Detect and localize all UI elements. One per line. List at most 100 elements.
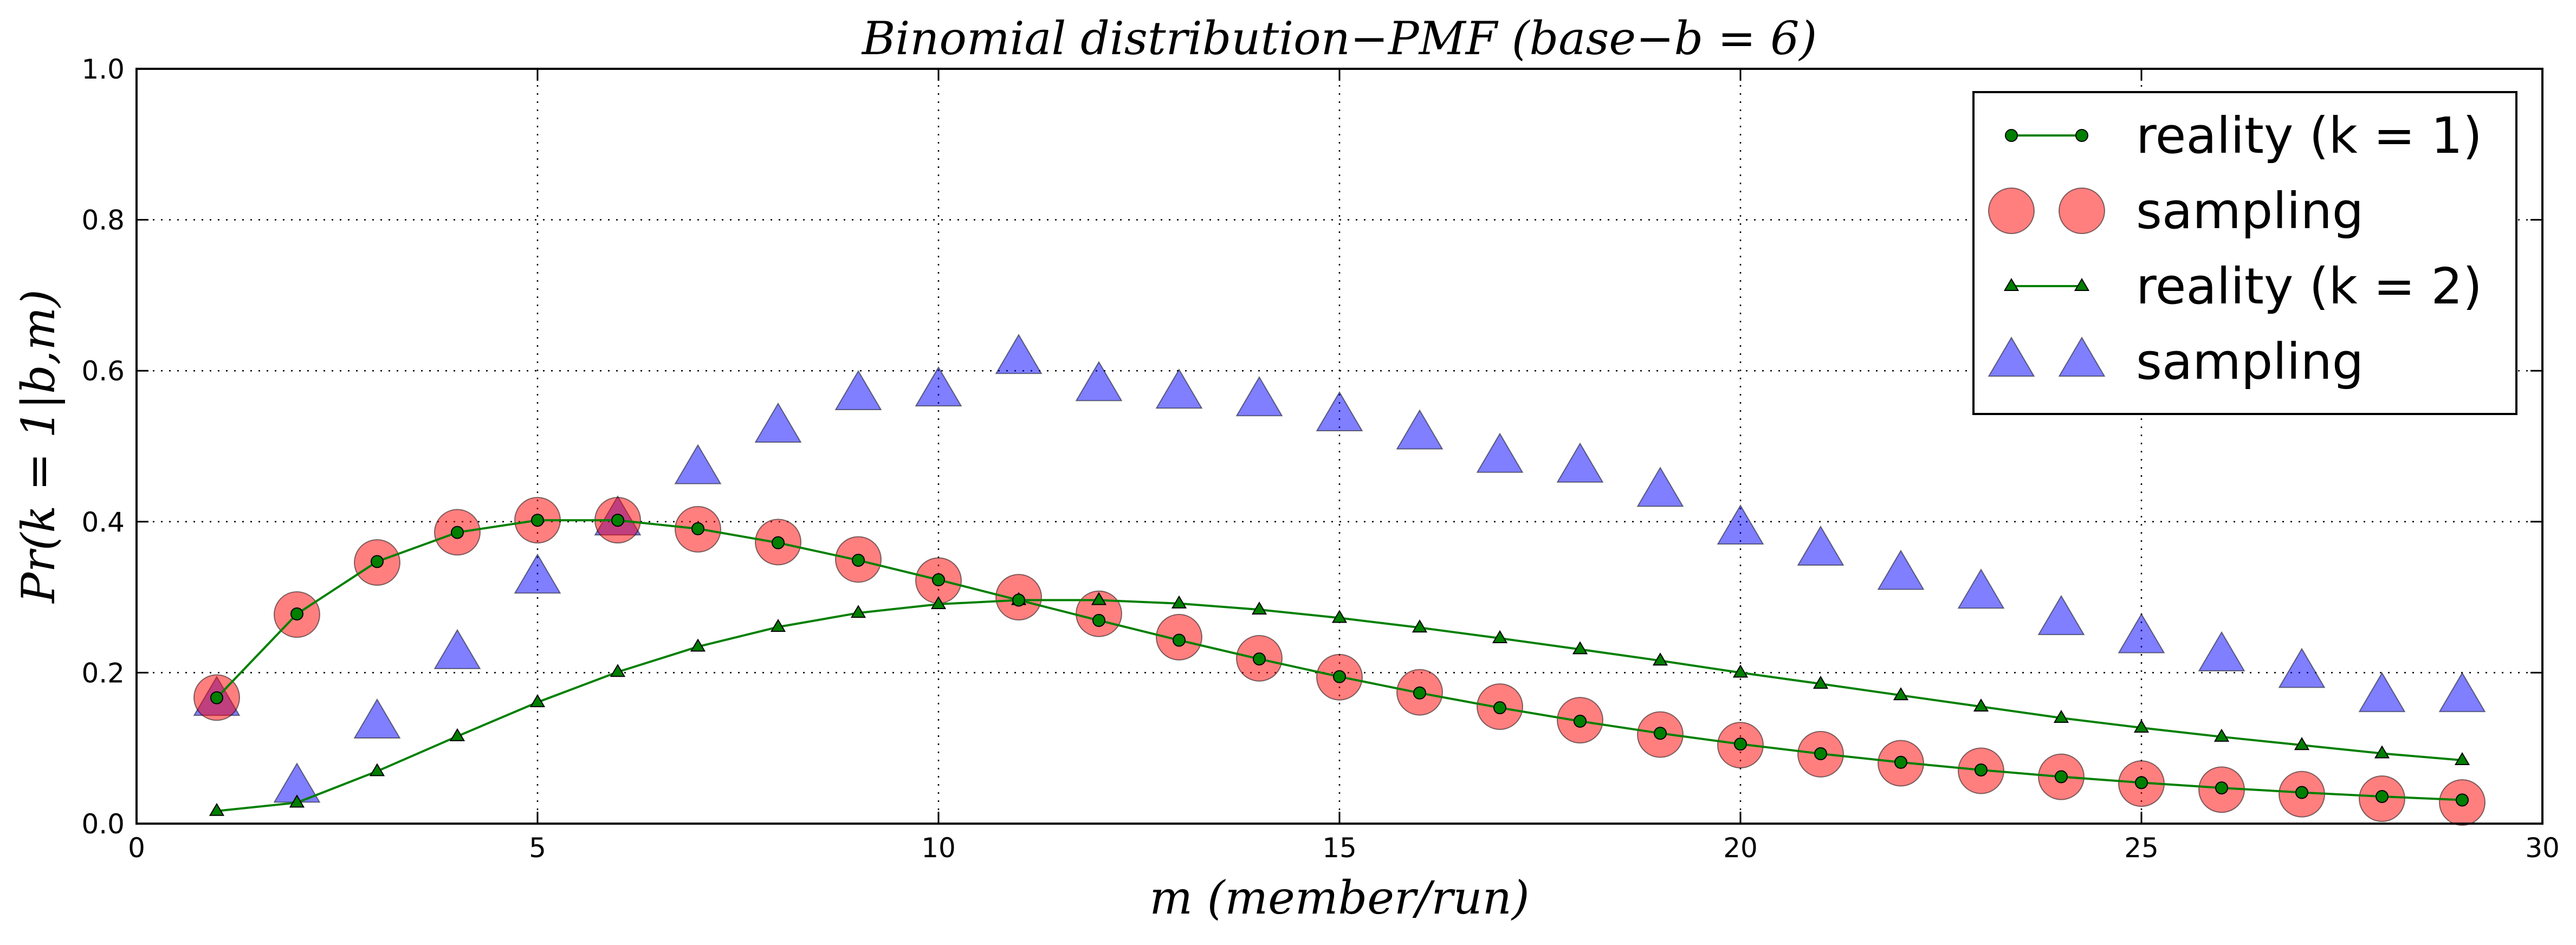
data-point [1894,755,1907,769]
data-point [2135,776,2148,789]
data-point [611,514,624,527]
plot-area [193,333,2486,826]
data-point [531,514,544,527]
data-point [1235,376,1283,417]
data-point [770,619,786,632]
data-point [932,573,945,587]
data-point [1413,686,1426,700]
data-point [2454,752,2470,766]
y-tick-label: 0.6 [81,355,125,387]
data-point [1092,614,1105,627]
data-point [1717,504,1764,545]
data-point [610,664,626,677]
y-tick-label: 0.8 [81,205,125,236]
data-point [1973,698,1989,712]
data-point [1975,763,1988,776]
data-point [2294,737,2310,750]
data-point [1253,652,1266,666]
x-tick-label: 20 [1723,832,1758,864]
x-axis-label: m (member/run) [1149,871,1529,924]
legend-marker [2059,187,2105,234]
data-point [1652,652,1668,666]
data-point [691,522,704,535]
data-point [289,794,305,808]
data-point [2456,793,2469,807]
data-point [1173,633,1186,647]
x-tick-label: 25 [2124,832,2159,864]
legend: reality (k = 1) sampling reality (k = 2) sa… [1972,91,2517,415]
chart-title: Binomial distribution−PMF (base−b = 6) [861,12,1817,65]
data-point [1331,610,1348,623]
data-point [1316,391,1363,432]
data-point [371,555,384,568]
legend-marker [1988,336,2035,377]
data-point [930,596,947,610]
data-point [1251,601,1267,615]
data-point [1813,676,1829,689]
data-point [1654,727,1667,740]
data-point [2438,671,2486,713]
legend-marker [2003,278,2020,292]
data-point [1333,670,1346,683]
data-point [1171,595,1187,609]
x-tick-label: 30 [2525,832,2560,864]
data-point [210,691,223,704]
data-point [690,638,706,652]
data-point [451,526,464,539]
x-tick-label: 0 [128,832,145,864]
data-point [2118,613,2165,653]
y-tick-label: 0.2 [81,657,125,689]
data-point [1734,737,1747,751]
data-point [1396,409,1444,450]
x-tick-label: 5 [529,832,546,864]
ticks: 0 5 10 15 20 25 30 0.0 0.2 0.4 0.6 0.8 1.0 [81,54,2559,864]
data-point [1877,549,1925,590]
data-point [290,607,303,621]
data-point [2295,786,2308,799]
legend-entry: sampling [1988,182,2364,240]
data-point [1572,641,1588,655]
x-tick-label: 15 [1322,832,1357,864]
legend-marker [2075,129,2088,142]
data-point [1957,568,2005,609]
data-point [353,698,401,739]
data-point [1556,442,1604,483]
data-point [1814,747,1827,761]
data-point [1476,432,1524,473]
legend-entry: sampling [1988,333,2364,391]
y-tick-label: 0.4 [81,507,125,538]
data-point [915,366,962,407]
data-point [1091,592,1107,605]
legend-marker [2058,336,2106,377]
y-tick-label: 1.0 [81,54,125,85]
legend-entry: reality (k = 1) [2005,107,2482,165]
data-point [209,802,225,816]
data-point [529,694,546,708]
data-point [2376,789,2389,803]
data-point [2358,671,2406,713]
data-point [2037,594,2085,636]
data-point [1893,687,1909,701]
data-point [772,536,785,549]
data-point [995,333,1043,374]
data-point [369,763,385,776]
legend-entry: reality (k = 2) [2003,257,2482,315]
legend-marker [2005,129,2018,142]
data-point [1412,619,1428,633]
data-point [1075,361,1123,402]
data-point [1574,714,1587,728]
data-point [2215,781,2228,795]
legend-box [1972,91,2517,415]
data-point [1732,664,1749,678]
data-point [674,444,722,484]
data-point [2213,728,2230,742]
data-point [514,553,561,594]
legend-label: sampling [2136,333,2364,391]
data-point [850,605,866,618]
data-point [1493,701,1506,715]
data-point [2055,770,2068,784]
data-point [2278,648,2326,688]
data-point [2374,745,2390,759]
data-point [1636,467,1684,507]
